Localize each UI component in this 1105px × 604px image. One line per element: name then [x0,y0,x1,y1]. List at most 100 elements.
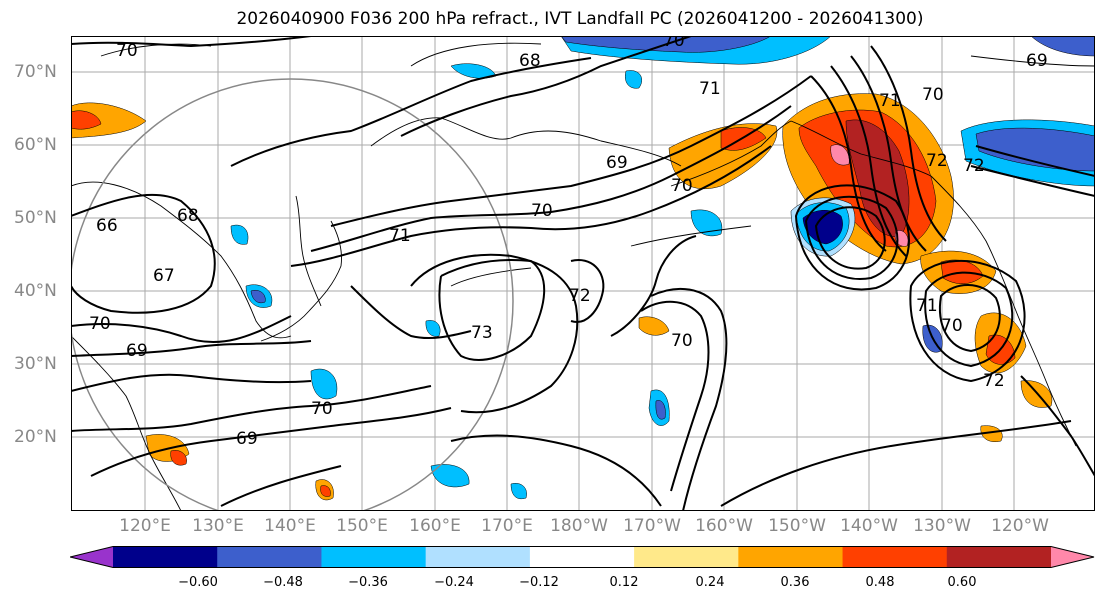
colorbar-outline [70,546,1095,568]
contour-label: 70 [116,41,138,61]
contour-lows-2 [830,65,907,257]
lat-label-70n: 70°N [14,62,57,82]
shade-low-navy [802,210,843,245]
contour-label: 71 [879,91,901,111]
contour-label: 72 [926,151,948,171]
contour-label: 69 [606,153,628,173]
colorbar-extend-high [1051,546,1094,568]
contour-70 [310,105,792,252]
colorbar-segment [113,546,218,568]
contour-low-ring3 [794,184,910,291]
shade-mid-royal3 [250,290,266,304]
lon-label-150e: 150°E [336,516,388,536]
colorbar [70,546,1095,568]
contour-label: 70 [922,85,944,105]
shade-mid-blue6 [690,209,723,237]
figure-title: 2026040900 F036 200 hPa refract., IVT La… [236,9,924,29]
contour-label: 72 [569,286,591,306]
contour-73 [438,258,546,361]
map-frame [71,36,1095,511]
lat-label-40n: 40°N [14,281,57,301]
shade-mid-royal1 [655,400,666,420]
shade-mid-blue4 [230,224,249,245]
lon-label-140w: 140°W [840,516,898,536]
contour-label: 70 [941,316,963,336]
contour-69-loop [650,287,728,511]
contour-north-2 [71,36,312,48]
contour-east-4 [720,420,1072,507]
lat-label-30n: 30°N [14,354,57,374]
contour-south-2 [90,407,452,477]
shade-mid-blue7 [625,70,642,89]
colorbar-tick-label: 0.24 [695,575,725,590]
contour-south-3 [220,465,342,507]
lon-label-170e: 170°E [481,516,533,536]
contour-west-4 [71,373,312,392]
shade-gulf-pink1 [830,144,850,166]
contour-label: 70 [671,331,693,351]
colorbar-tick-label: −0.24 [434,575,474,590]
contour-se-ring1 [938,284,1001,353]
lon-label-160w: 160°W [695,516,753,536]
contour-label: 72 [963,156,985,176]
colorbar-segment [738,546,844,568]
contour-mid-s [610,235,697,337]
contour-east-3 [1020,375,1095,477]
colorbar-tick-label: 0.48 [865,575,895,590]
colorbar-segment [321,546,427,568]
shade-nw-orange [71,102,147,139]
contour-north-1 [230,57,592,167]
contour-label-layer: 70 68 69 71 70 72 70 69 68 67 66 70 69 7… [89,36,1048,449]
contour-east-1 [975,145,1095,177]
contour-lows-1 [810,75,887,252]
refractivity-contours [71,36,1095,511]
colorbar-tick-label: 0.12 [609,575,639,590]
contour-label: 70 [89,314,111,334]
contour-lower-mid [450,434,662,507]
contour-south-1 [71,385,432,432]
contour-label: 70 [663,36,685,51]
lon-label-120w: 120°W [991,516,1049,536]
colorbar-tick-label: −0.48 [263,575,303,590]
colorbar-segment [842,546,948,568]
contour-72 [410,253,579,414]
contour-label: 69 [126,341,148,361]
contour-label: 68 [177,206,199,226]
lon-label-150w: 150°W [768,516,826,536]
lat-label-20n: 20°N [14,427,57,447]
contour-label: 71 [699,79,721,99]
colorbar-segment [217,546,322,568]
colorbar-segment [529,546,635,568]
contour-label: 73 [471,323,493,343]
reference-circle [71,78,514,511]
contour-west-1 [71,193,216,314]
contour-lows-3 [850,55,927,252]
colorbar-tick-label: −0.12 [519,575,559,590]
colorbar-segment [634,546,739,568]
contour-label: 68 [519,51,541,71]
shade-mid-orange [638,316,670,336]
contour-label: 66 [96,216,118,236]
map-panel: 70 68 69 71 70 72 70 69 68 67 66 70 69 7… [71,36,1095,511]
contour-low-ring1 [814,206,886,270]
colorbar-tick-label: −0.36 [348,575,388,590]
lat-label-50n: 50°N [14,208,57,228]
contour-se-ring3 [909,260,1026,383]
lon-label-160e: 160°E [409,516,461,536]
lon-label-180w: 180°W [550,516,608,536]
contour-label: 69 [1026,51,1048,71]
contour-label: 70 [531,201,553,221]
shade-mid-blue2 [310,368,338,400]
lat-label-60n: 60°N [14,135,57,155]
lon-label-120e: 120°E [119,516,171,536]
contour-center-west [350,285,472,340]
shade-gulf-pink2 [895,230,909,247]
contour-label: 71 [389,226,411,246]
contour-label: 69 [236,429,258,449]
lon-label-130e: 130°E [192,516,244,536]
contour-68-north [400,36,692,137]
contour-se-ring2 [924,271,1014,368]
contour-low-ring2 [804,195,899,280]
contour-69 [330,75,812,227]
contour-label: 70 [311,399,333,419]
